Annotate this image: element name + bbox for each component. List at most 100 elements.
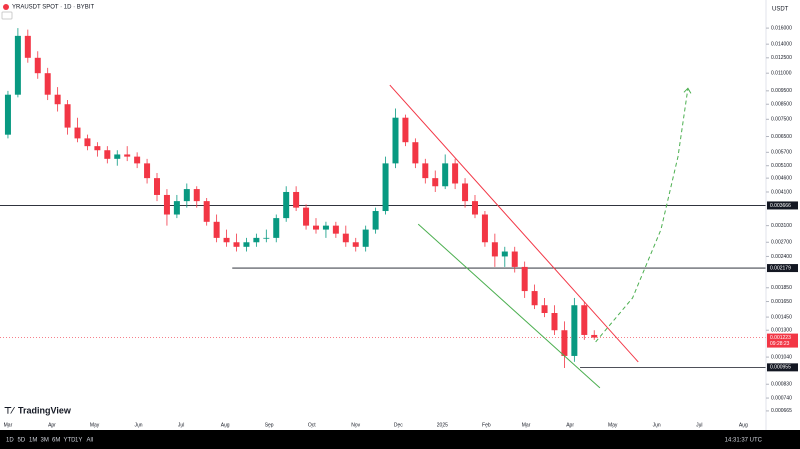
candle-body	[392, 117, 399, 164]
x-tick-label: Aug	[221, 422, 230, 428]
y-tick-label: 0.005700	[771, 150, 792, 156]
x-tick-label: Aug	[739, 422, 748, 428]
candle-body	[352, 242, 359, 247]
candle-body	[114, 154, 121, 159]
range-button[interactable]: All	[87, 438, 94, 444]
last-price-label: 0.001223	[770, 335, 791, 341]
y-tick-label: 0.002700	[771, 240, 792, 246]
candle-body	[144, 163, 151, 179]
candle-body	[154, 178, 161, 195]
y-tick-label: 0.005100	[771, 163, 792, 169]
candle-body	[104, 150, 111, 159]
candle-body	[253, 237, 260, 243]
x-tick-label: Nov	[351, 422, 360, 428]
y-tick-label: 0.004100	[771, 189, 792, 195]
candle-body	[14, 35, 21, 95]
y-tick-label: 0.000830	[771, 382, 792, 388]
range-button[interactable]: 1M	[29, 438, 37, 444]
range-button[interactable]: 3M	[41, 438, 49, 444]
candle-body	[541, 305, 548, 314]
y-tick-label: 0.008500	[771, 102, 792, 108]
candle-body	[293, 191, 300, 208]
candle-body	[531, 291, 538, 306]
candle-body	[511, 251, 518, 267]
clock: 14:31:37 UTC	[725, 438, 763, 444]
y-tick-label: 0.000740	[771, 395, 792, 401]
countdown: 09:28:23	[770, 341, 790, 347]
trend-line	[389, 84, 639, 363]
candle-body	[362, 229, 369, 247]
candle-body	[312, 225, 319, 230]
candle-body	[521, 266, 528, 292]
y-tick-label: 0.009500	[771, 88, 792, 94]
branding: TradingView	[18, 405, 72, 415]
x-tick-label: Mar	[4, 422, 13, 428]
projection-arrowhead	[683, 87, 692, 94]
candle-body	[481, 214, 488, 243]
range-button[interactable]: YTD	[64, 438, 77, 444]
price-label: 0.003666	[770, 203, 791, 209]
candle-body	[213, 221, 220, 238]
range-button[interactable]: 5D	[18, 438, 26, 444]
candle-body	[501, 251, 508, 257]
y-tick-label: 0.001650	[771, 299, 792, 305]
x-tick-label: Jul	[696, 422, 702, 428]
y-tick-label: 0.001040	[771, 354, 792, 360]
price-axis	[766, 0, 800, 430]
candle-body	[124, 154, 131, 157]
candle-body	[422, 163, 429, 179]
y-tick-label: 0.016000	[771, 25, 792, 31]
range-button[interactable]: 1D	[6, 438, 14, 444]
price-label-bg	[767, 201, 798, 210]
candle-body	[571, 305, 578, 356]
x-tick-label: May	[608, 422, 618, 428]
range-button[interactable]: 1Y	[75, 438, 82, 444]
logo: ⊤⁄	[4, 405, 16, 415]
candle-body	[64, 104, 71, 128]
y-tick-label: 0.014000	[771, 41, 792, 47]
candle-body	[273, 218, 280, 238]
symbol-icon	[3, 4, 9, 10]
candle-body	[74, 127, 81, 139]
candle-body	[462, 183, 469, 202]
candle-body	[452, 163, 459, 184]
candle-body	[263, 237, 270, 239]
y-tick-label: 0.001300	[771, 328, 792, 334]
x-tick-label: Oct	[308, 422, 316, 428]
candle-body	[491, 242, 498, 257]
trend-line	[417, 223, 601, 389]
x-tick-label: 2025	[437, 422, 448, 428]
x-tick-label: May	[90, 422, 100, 428]
candle-body	[4, 94, 11, 135]
candle-body	[591, 334, 598, 338]
y-tick-label: 0.000665	[771, 408, 792, 414]
candle-body	[193, 189, 200, 202]
currency[interactable]: USDT	[772, 7, 789, 13]
collapse-button[interactable]	[1, 11, 13, 20]
candle-body	[163, 194, 170, 215]
x-tick-label: Jun	[135, 422, 143, 428]
range-buttons: 1D 5D 1M 3M 6M YTD 1Y All	[6, 438, 93, 444]
candle-body	[233, 242, 240, 247]
y-tick-label: 0.012500	[771, 55, 792, 61]
candle-body	[322, 225, 329, 230]
candle-body	[382, 163, 389, 212]
x-tick-label: Jul	[178, 422, 184, 428]
y-tick-label: 0.003100	[771, 223, 792, 229]
candle-body	[471, 201, 478, 215]
x-tick-label: Apr	[566, 422, 574, 428]
range-button[interactable]: 6M	[52, 438, 60, 444]
candle-body	[581, 305, 588, 335]
x-tick-label: Feb	[482, 422, 491, 428]
candle-body	[561, 330, 568, 356]
y-tick-label: 0.006500	[771, 134, 792, 140]
candle-body	[372, 211, 379, 230]
candle-body	[283, 191, 290, 219]
candle-body	[402, 117, 409, 143]
x-tick-label: Mar	[522, 422, 531, 428]
candle-body	[34, 57, 41, 74]
candle-body	[442, 163, 449, 187]
chart-title: YRAUSDT SPOT · 1D · BYBIT	[12, 5, 94, 11]
price-label: 0.002179	[770, 265, 791, 271]
